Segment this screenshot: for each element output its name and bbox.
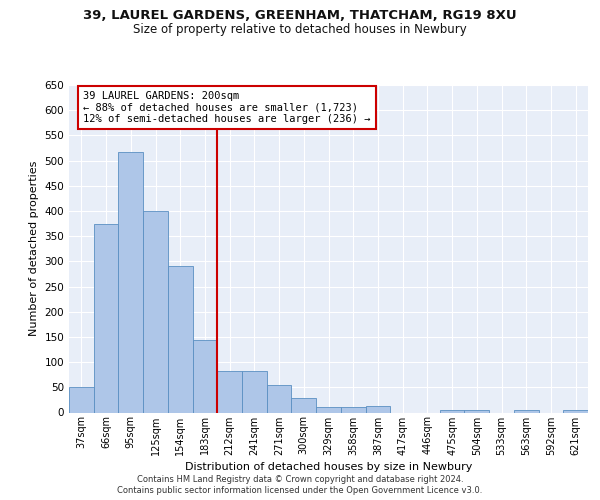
Bar xyxy=(168,266,193,412)
Bar xyxy=(118,152,143,412)
Y-axis label: Number of detached properties: Number of detached properties xyxy=(29,161,39,336)
Text: Contains public sector information licensed under the Open Government Licence v3: Contains public sector information licen… xyxy=(118,486,482,495)
Bar xyxy=(341,407,365,412)
X-axis label: Distribution of detached houses by size in Newbury: Distribution of detached houses by size … xyxy=(185,462,472,471)
Bar xyxy=(217,371,242,412)
Text: Size of property relative to detached houses in Newbury: Size of property relative to detached ho… xyxy=(133,22,467,36)
Bar xyxy=(143,211,168,412)
Bar xyxy=(69,388,94,412)
Bar xyxy=(267,386,292,412)
Bar xyxy=(365,406,390,412)
Text: 39 LAUREL GARDENS: 200sqm
← 88% of detached houses are smaller (1,723)
12% of se: 39 LAUREL GARDENS: 200sqm ← 88% of detac… xyxy=(83,91,371,124)
Bar xyxy=(464,410,489,412)
Bar xyxy=(563,410,588,412)
Bar xyxy=(193,340,217,412)
Bar xyxy=(94,224,118,412)
Bar xyxy=(514,410,539,412)
Bar xyxy=(316,407,341,412)
Text: Contains HM Land Registry data © Crown copyright and database right 2024.: Contains HM Land Registry data © Crown c… xyxy=(137,475,463,484)
Bar xyxy=(242,371,267,412)
Bar xyxy=(440,410,464,412)
Bar xyxy=(292,398,316,412)
Text: 39, LAUREL GARDENS, GREENHAM, THATCHAM, RG19 8XU: 39, LAUREL GARDENS, GREENHAM, THATCHAM, … xyxy=(83,9,517,22)
